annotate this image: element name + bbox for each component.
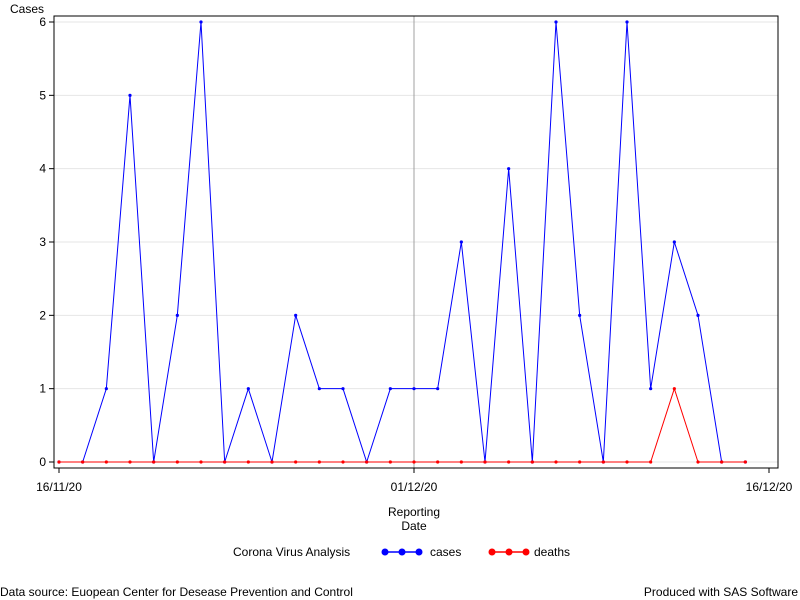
legend-item-deaths: deaths <box>488 545 570 559</box>
y-tick-label: 6 <box>39 15 46 29</box>
deaths-point <box>152 460 156 464</box>
legend-swatch-marker <box>488 548 496 556</box>
y-tick-label: 2 <box>39 308 46 322</box>
x-tick-label: 01/12/20 <box>391 480 438 494</box>
cases-point <box>388 387 392 391</box>
cases-point <box>459 240 463 244</box>
deaths-point <box>317 460 321 464</box>
deaths-point <box>104 460 108 464</box>
deaths-point <box>625 460 629 464</box>
legend-label: deaths <box>534 545 570 559</box>
legend-swatch-marker <box>505 548 513 556</box>
legend-label: cases <box>430 545 461 559</box>
deaths-point <box>175 460 179 464</box>
deaths-point <box>554 460 558 464</box>
deaths-line <box>59 387 746 463</box>
y-tick-label: 5 <box>39 88 46 102</box>
legend-swatch-marker <box>522 548 530 556</box>
cases-point <box>578 313 582 317</box>
series-layer <box>57 20 747 464</box>
deaths-point <box>57 460 61 464</box>
deaths-point <box>720 460 724 464</box>
footer-source: Data source: Euopean Center for Desease … <box>0 585 353 599</box>
legend-swatch-marker <box>398 548 406 556</box>
cases-line <box>59 21 746 464</box>
y-tick-label: 4 <box>39 162 46 176</box>
cases-point <box>128 93 132 97</box>
deaths-point <box>223 460 227 464</box>
deaths-point <box>294 460 298 464</box>
deaths-point <box>507 460 511 464</box>
deaths-point <box>530 460 534 464</box>
x-axis: 16/11/20 01/12/20 16/12/20 <box>36 468 793 494</box>
deaths-point <box>459 460 463 464</box>
legend-item-cases: cases <box>381 545 461 559</box>
cases-point <box>507 167 511 171</box>
cases-point <box>199 20 203 24</box>
cases-point <box>412 387 416 391</box>
cases-point <box>649 387 653 391</box>
deaths-point <box>128 460 132 464</box>
cases-point <box>341 387 345 391</box>
cases-point <box>317 387 321 391</box>
cases-point <box>104 387 108 391</box>
deaths-point <box>199 460 203 464</box>
deaths-point <box>365 460 369 464</box>
x-axis-label-line-1: Reporting <box>388 505 440 519</box>
cases-point <box>554 20 558 24</box>
legend-title: Corona Virus Analysis <box>233 545 350 559</box>
deaths-point <box>388 460 392 464</box>
cases-point <box>175 313 179 317</box>
x-tick-label: 16/11/20 <box>36 480 82 494</box>
deaths-point <box>436 460 440 464</box>
deaths-point <box>483 460 487 464</box>
deaths-point <box>412 460 416 464</box>
y-axis-label: Cases <box>10 2 44 16</box>
cases-point <box>625 20 629 24</box>
legend: Corona Virus Analysis cases deaths <box>233 545 570 559</box>
x-tick-label: 16/12/20 <box>746 480 793 494</box>
deaths-point <box>270 460 274 464</box>
deaths-point <box>578 460 582 464</box>
deaths-point <box>601 460 605 464</box>
y-tick-label: 3 <box>39 235 46 249</box>
series-deaths <box>57 387 747 464</box>
legend-swatch-marker <box>415 548 423 556</box>
cases-point <box>246 387 250 391</box>
deaths-point <box>246 460 250 464</box>
deaths-point <box>696 460 700 464</box>
y-tick-label: 0 <box>39 455 46 469</box>
cases-point <box>436 387 440 391</box>
deaths-point <box>81 460 85 464</box>
legend-swatch-marker <box>381 548 389 556</box>
cases-point <box>696 313 700 317</box>
deaths-point <box>743 460 747 464</box>
cases-point <box>672 240 676 244</box>
y-tick-label: 1 <box>39 382 46 396</box>
deaths-point <box>672 387 676 391</box>
cases-point <box>294 313 298 317</box>
x-axis-label-line-2: Date <box>401 519 427 533</box>
deaths-point <box>341 460 345 464</box>
deaths-point <box>649 460 653 464</box>
footer-credit: Produced with SAS Software <box>644 585 798 599</box>
grid-lines <box>54 21 778 463</box>
y-axis: 0 1 2 3 4 5 6 <box>39 15 54 469</box>
